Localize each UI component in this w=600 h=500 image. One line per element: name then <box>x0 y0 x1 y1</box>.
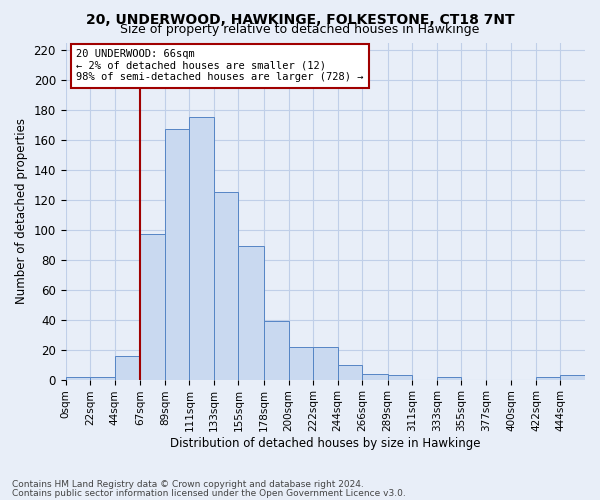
Text: Size of property relative to detached houses in Hawkinge: Size of property relative to detached ho… <box>121 22 479 36</box>
Bar <box>388 375 412 380</box>
Bar <box>140 234 165 380</box>
Bar <box>90 376 115 380</box>
Bar <box>238 246 264 380</box>
Y-axis label: Number of detached properties: Number of detached properties <box>15 118 28 304</box>
Bar <box>65 376 90 380</box>
Bar <box>190 118 214 380</box>
Bar <box>289 346 313 380</box>
Bar <box>338 364 362 380</box>
Text: Contains HM Land Registry data © Crown copyright and database right 2024.: Contains HM Land Registry data © Crown c… <box>12 480 364 489</box>
Bar <box>536 376 560 380</box>
Bar <box>437 376 461 380</box>
X-axis label: Distribution of detached houses by size in Hawkinge: Distribution of detached houses by size … <box>170 437 481 450</box>
Bar <box>560 375 585 380</box>
Bar <box>264 321 289 380</box>
Text: Contains public sector information licensed under the Open Government Licence v3: Contains public sector information licen… <box>12 488 406 498</box>
Bar <box>313 346 338 380</box>
Bar <box>165 130 190 380</box>
Bar <box>115 356 140 380</box>
Text: 20 UNDERWOOD: 66sqm
← 2% of detached houses are smaller (12)
98% of semi-detache: 20 UNDERWOOD: 66sqm ← 2% of detached hou… <box>76 49 364 82</box>
Text: 20, UNDERWOOD, HAWKINGE, FOLKESTONE, CT18 7NT: 20, UNDERWOOD, HAWKINGE, FOLKESTONE, CT1… <box>86 12 514 26</box>
Bar <box>362 374 388 380</box>
Bar <box>214 192 238 380</box>
